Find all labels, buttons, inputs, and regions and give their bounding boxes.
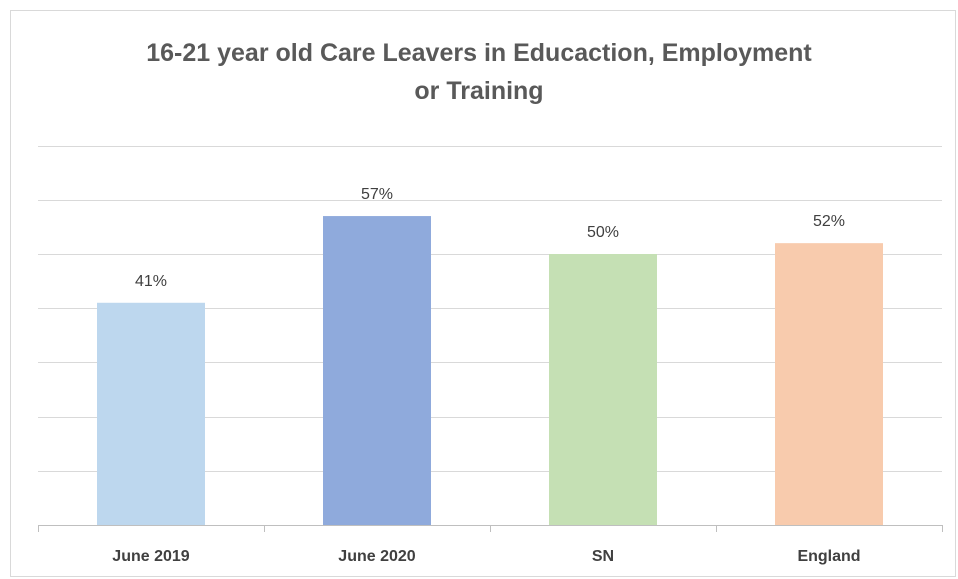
data-label: 57% xyxy=(361,186,393,203)
chart-title: 16-21 year old Care Leavers in Educactio… xyxy=(0,34,958,110)
bar-sn xyxy=(549,254,657,525)
data-label: 50% xyxy=(587,224,619,241)
bar-june-2020 xyxy=(323,216,431,525)
x-tick-label: June 2019 xyxy=(112,548,189,565)
x-tick-label: England xyxy=(797,548,860,565)
data-label: 41% xyxy=(135,273,167,290)
bar-june-2019 xyxy=(97,302,205,525)
bar-england xyxy=(775,243,883,525)
x-tick-label: June 2020 xyxy=(338,548,415,565)
chart-title-line-1: 16-21 year old Care Leavers in Educactio… xyxy=(146,39,812,67)
x-tick-label: SN xyxy=(592,548,614,565)
data-label: 52% xyxy=(813,213,845,230)
chart-title-line-2: or Training xyxy=(414,77,544,105)
